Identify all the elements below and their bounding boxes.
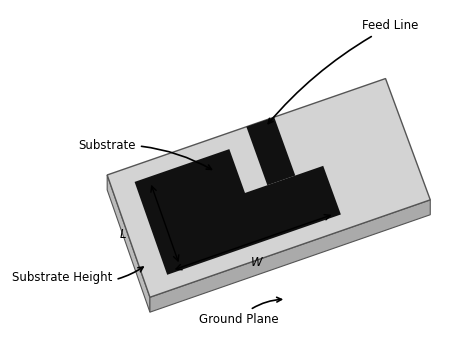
Text: Ground Plane: Ground Plane bbox=[199, 297, 282, 326]
Polygon shape bbox=[150, 200, 430, 312]
Polygon shape bbox=[107, 79, 430, 297]
Text: Substrate: Substrate bbox=[78, 139, 211, 169]
Polygon shape bbox=[135, 149, 341, 275]
Text: L: L bbox=[120, 228, 126, 241]
Polygon shape bbox=[107, 175, 150, 312]
Text: Substrate Height: Substrate Height bbox=[12, 267, 143, 284]
Text: Feed Line: Feed Line bbox=[268, 19, 419, 123]
Text: W: W bbox=[250, 256, 262, 269]
Polygon shape bbox=[246, 117, 295, 185]
